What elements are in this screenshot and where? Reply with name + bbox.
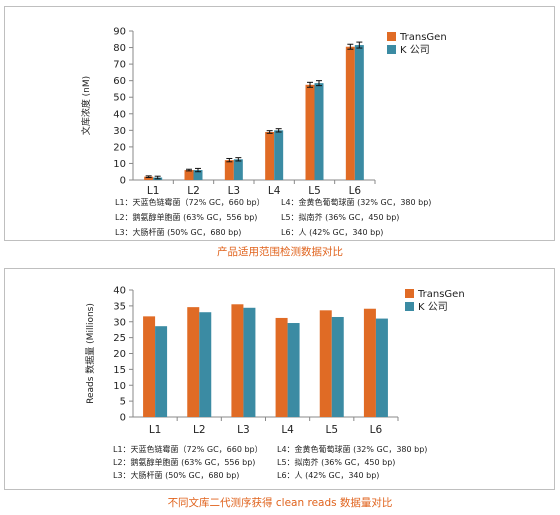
bar-kcompany	[199, 312, 212, 417]
x-tick-label: L2	[187, 185, 200, 197]
legend-swatch-transgen	[387, 32, 396, 41]
bar-kcompany	[155, 326, 168, 417]
legend-label-transgen: TransGen	[399, 32, 447, 43]
y-axis-label: 文库浓度 (nM)	[80, 76, 92, 135]
bar-kcompany	[193, 170, 203, 180]
legend-label-kcompany: K 公司	[400, 45, 430, 56]
sample-note: L4：金黄色葡萄球菌 (32% GC，380 bp)	[281, 197, 431, 207]
x-tick-label: L4	[268, 185, 281, 197]
bar-kcompany	[314, 83, 324, 180]
library-concentration-chart: 0 10 20 30 40 50 60 70 80 90 文库浓度 (nM) L1 L2 L3 L4 L5 L6…	[80, 27, 447, 238]
y-tick-label: 20	[113, 142, 126, 153]
legend-swatch-transgen	[405, 289, 414, 298]
y-axis-label: Reads 数据量 (Millions)	[84, 303, 96, 404]
y-tick-label: 0	[120, 413, 126, 424]
y-tick-label: 60	[113, 76, 126, 87]
y-tick-label: 40	[113, 109, 126, 120]
bar-kcompany	[331, 316, 344, 417]
bar-transgen	[319, 310, 332, 417]
bar-transgen	[305, 84, 315, 180]
bar-kcompany	[287, 323, 300, 417]
sample-note: L2：鹅氨醇单胞菌 (63% GC，556 bp)	[115, 212, 257, 222]
x-tick-label: L6	[370, 424, 383, 436]
y-tick-label: 0	[120, 176, 126, 187]
y-tick-label: 25	[113, 333, 126, 344]
x-tick-label: L5	[308, 185, 321, 197]
reads-volume-chart: 0 5 10 15 20 25 30 35 40 Reads 数据量 (Millions) L1 L2…	[84, 286, 465, 481]
bar-transgen	[184, 170, 194, 180]
chart-caption-2: 不同文库二代测序获得 clean reads 数据量对比	[167, 497, 393, 509]
bar-transgen	[275, 317, 288, 417]
bar-transgen	[265, 131, 275, 180]
legend-swatch-kcompany	[405, 302, 414, 311]
chart-caption-1: 产品适用范围检测数据对比	[217, 246, 343, 258]
y-tick-label: 15	[113, 365, 126, 376]
y-tick-label: 10	[113, 159, 126, 170]
bar-transgen	[144, 176, 154, 180]
bar-kcompany	[375, 318, 388, 417]
y-tick-label: 70	[113, 60, 126, 71]
sample-note: L6：人 (42% GC，340 bp)	[277, 471, 379, 480]
y-tick-label: 5	[120, 397, 126, 408]
y-tick-label: 30	[113, 126, 126, 137]
bar-transgen	[363, 308, 376, 417]
x-tick-label: L3	[228, 185, 241, 197]
x-tick-label: L1	[147, 185, 160, 197]
y-tick-label: 20	[113, 349, 126, 360]
x-tick-label: L1	[149, 424, 162, 436]
x-tick-label: L5	[325, 424, 338, 436]
legend-label-transgen: TransGen	[417, 289, 465, 300]
bar-kcompany	[233, 159, 243, 180]
chart-panel-reads-volume: 0 5 10 15 20 25 30 35 40 Reads 数据量 (Millions) L1 L2…	[4, 268, 555, 490]
x-tick-label: L6	[349, 185, 362, 197]
y-tick-label: 35	[113, 301, 126, 312]
sample-note: L5：拟南芥 (36% GC，450 bp)	[281, 212, 399, 222]
bar-kcompany	[274, 130, 284, 180]
x-tick-label: L3	[237, 424, 250, 436]
y-tick-label: 30	[113, 317, 126, 328]
bar-transgen	[345, 46, 355, 180]
bar-transgen	[224, 160, 234, 180]
sample-note: L4：金黄色葡萄球菌 (32% GC，380 bp)	[277, 444, 427, 454]
sample-note: L1：天蓝色链霉菌（72% GC，660 bp）	[113, 444, 263, 454]
legend-swatch-kcompany	[387, 45, 396, 54]
y-tick-label: 80	[113, 43, 126, 54]
sample-note: L1：天蓝色链霉菌（72% GC，660 bp）	[115, 197, 265, 207]
sample-note: L3：大肠杆菌 (50% GC，680 bp)	[113, 470, 239, 480]
sample-note: L6：人 (42% GC，340 bp)	[281, 228, 383, 237]
bar-transgen	[143, 316, 156, 417]
sample-note: L2：鹅氨醇单胞菌 (63% GC，556 bp)	[113, 457, 255, 467]
bar-kcompany	[354, 45, 364, 181]
y-tick-label: 50	[113, 93, 126, 104]
legend-label-kcompany: K 公司	[418, 302, 448, 313]
sample-note: L3：大肠杆菌 (50% GC，680 bp)	[115, 227, 241, 237]
y-tick-label: 40	[113, 286, 126, 297]
y-tick-label: 10	[113, 381, 126, 392]
bar-transgen	[187, 307, 200, 417]
bar-kcompany	[243, 307, 256, 417]
x-tick-label: L2	[193, 424, 206, 436]
x-tick-label: L4	[281, 424, 294, 436]
sample-note: L5：拟南芥 (36% GC，450 bp)	[277, 457, 395, 467]
y-tick-label: 90	[113, 27, 126, 38]
chart-panel-library-concentration: 0 10 20 30 40 50 60 70 80 90 文库浓度 (nM) L1 L2 L3 L4 L5 L6…	[4, 6, 555, 241]
bar-transgen	[231, 304, 244, 417]
